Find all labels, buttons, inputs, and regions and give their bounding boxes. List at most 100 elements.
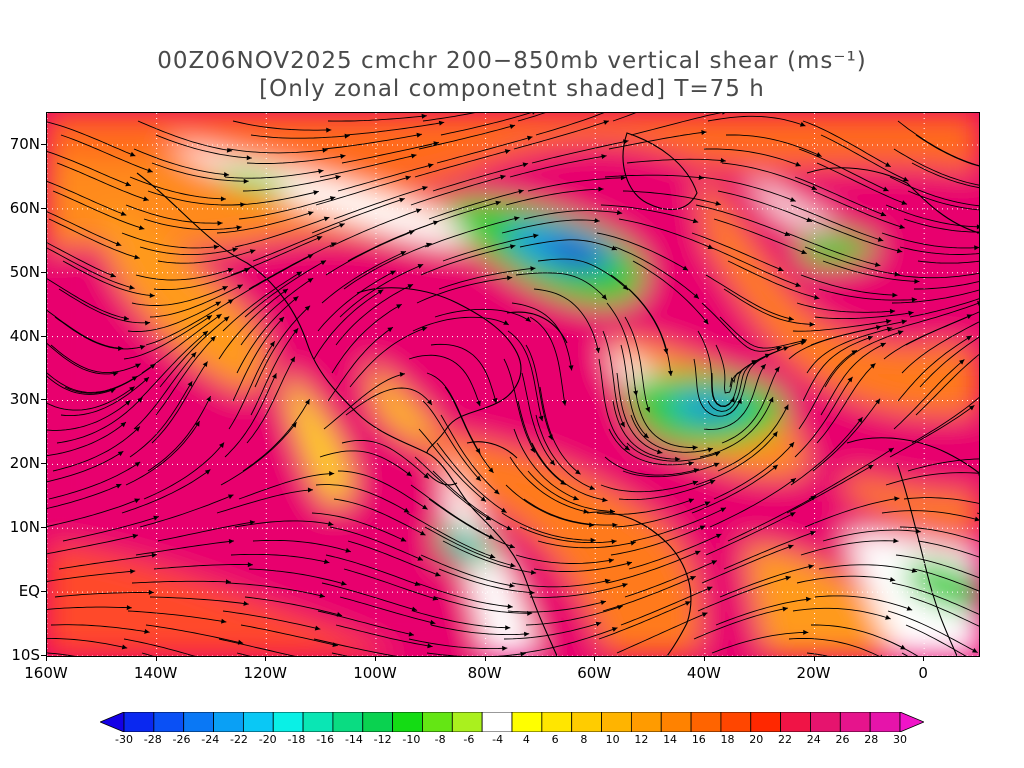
streamline xyxy=(224,373,277,458)
map-canvas xyxy=(47,113,979,656)
streamline xyxy=(794,176,887,217)
streamline xyxy=(537,540,636,549)
streamline-arrow xyxy=(502,645,508,651)
streamline-arrow xyxy=(135,363,141,369)
streamline-arrow xyxy=(894,271,900,277)
streamline xyxy=(428,189,524,220)
streamline xyxy=(535,414,596,490)
streamline xyxy=(420,245,516,276)
streamline-arrow xyxy=(583,508,589,514)
streamline-arrow xyxy=(959,359,965,365)
streamline xyxy=(432,470,513,531)
streamline xyxy=(806,652,829,656)
colorbar-swatch xyxy=(869,711,901,733)
colorbar-tick-label: -26 xyxy=(172,733,191,746)
streamline-arrow xyxy=(610,509,615,514)
streamline xyxy=(50,624,150,633)
streamline xyxy=(242,398,310,472)
streamline-arrow xyxy=(874,262,881,267)
streamline-arrow xyxy=(147,168,153,173)
streamline-arrow xyxy=(129,284,135,290)
colorbar-swatch xyxy=(511,711,543,733)
lat-tick-label: 60N xyxy=(9,198,40,217)
streamline xyxy=(509,456,589,513)
streamline-arrow xyxy=(617,605,623,610)
streamline-arrow xyxy=(783,404,789,411)
streamline xyxy=(52,190,145,230)
streamline xyxy=(792,607,891,620)
streamline-arrow xyxy=(341,580,347,586)
streamline xyxy=(628,533,722,570)
streamline xyxy=(893,359,965,430)
streamline-arrow xyxy=(219,442,225,448)
streamline-arrow xyxy=(692,218,699,224)
streamline xyxy=(624,316,650,413)
streamline xyxy=(630,113,722,136)
streamline xyxy=(234,216,330,248)
streamline-arrow xyxy=(125,400,131,406)
streamline xyxy=(701,544,794,584)
colorbar-tick-label: 20 xyxy=(749,733,764,746)
streamline xyxy=(889,405,975,458)
streamline-arrow xyxy=(602,497,608,503)
streamline xyxy=(909,596,979,627)
streamline-arrow xyxy=(237,284,243,290)
streamline xyxy=(889,176,979,207)
streamline xyxy=(325,554,421,586)
streamline xyxy=(254,305,311,388)
streamline-arrow xyxy=(153,515,159,521)
streamline xyxy=(515,272,608,301)
streamline-arrow xyxy=(148,589,154,595)
streamline-arrow xyxy=(247,562,253,568)
streamline xyxy=(127,301,222,332)
streamline-arrow xyxy=(901,200,907,205)
streamline xyxy=(50,344,141,374)
colorbar-tick-label: 12 xyxy=(634,733,649,746)
streamline xyxy=(537,258,629,291)
streamline-arrow xyxy=(405,175,411,181)
streamline-arrow xyxy=(785,575,791,581)
streamline xyxy=(442,234,539,262)
streamline-arrow xyxy=(139,345,146,350)
streamline xyxy=(709,246,801,287)
streamline xyxy=(818,288,917,301)
streamline-arrow xyxy=(488,467,494,473)
streamline xyxy=(47,375,116,395)
streamline-arrow xyxy=(223,316,230,322)
streamline xyxy=(430,343,497,404)
colorbar-tick-label: 22 xyxy=(778,733,793,746)
streamline xyxy=(422,113,476,122)
streamline xyxy=(222,271,303,332)
streamline-arrow xyxy=(506,525,512,531)
streamline xyxy=(727,260,820,299)
streamline xyxy=(412,610,511,629)
streamline-arrow xyxy=(911,568,918,573)
streamline xyxy=(331,303,402,374)
streamline xyxy=(707,353,771,412)
streamline xyxy=(228,341,276,430)
streamline xyxy=(125,420,200,486)
streamline xyxy=(695,204,791,237)
streamline-arrow xyxy=(249,249,256,254)
streamline xyxy=(897,335,972,402)
streamline-arrow xyxy=(803,629,809,635)
streamline xyxy=(529,316,566,406)
streamline-arrow xyxy=(503,320,509,325)
streamline xyxy=(47,498,140,528)
streamline-arrow xyxy=(427,643,433,649)
streamline-arrow xyxy=(246,155,252,161)
streamline-arrow xyxy=(232,247,238,253)
colorbar-tick-label: -20 xyxy=(258,733,277,746)
streamline xyxy=(804,497,900,528)
streamline xyxy=(416,277,513,304)
streamline xyxy=(327,115,427,122)
streamline xyxy=(723,288,815,325)
streamline-arrow xyxy=(236,225,242,231)
streamline xyxy=(814,595,913,611)
streamline-arrow xyxy=(130,569,136,574)
streamline-arrow xyxy=(117,451,124,457)
streamline xyxy=(914,281,979,290)
streamline-arrow xyxy=(323,216,330,222)
streamline-arrow xyxy=(711,560,717,565)
streamline xyxy=(917,540,979,558)
